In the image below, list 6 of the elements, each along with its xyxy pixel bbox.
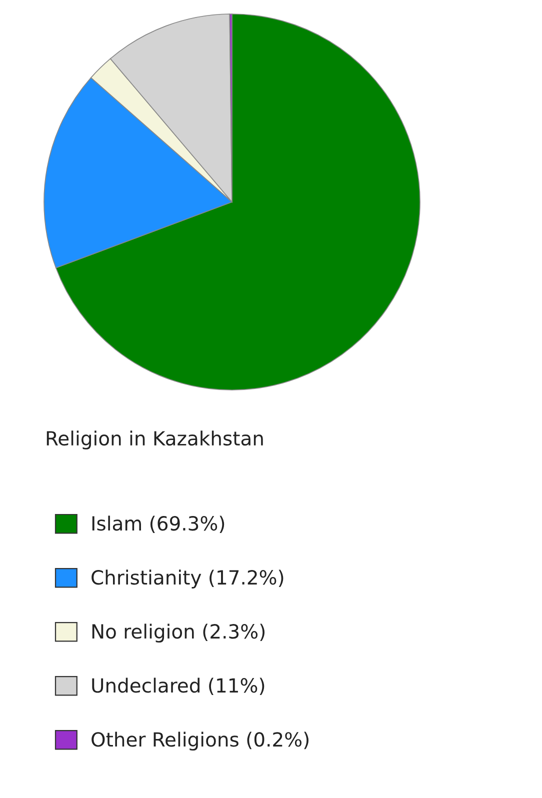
text: Religion in Kazakhstan: [46, 430, 263, 450]
legend-label: Christianity (17.2%): [92, 570, 284, 589]
legend-label: Undeclared (11%): [92, 678, 264, 696]
legend-label: Other Religions (0.2%): [92, 732, 308, 751]
legend-label: No religion (2.3%): [92, 624, 264, 643]
legend-label: Islam (69.3%): [92, 516, 224, 534]
